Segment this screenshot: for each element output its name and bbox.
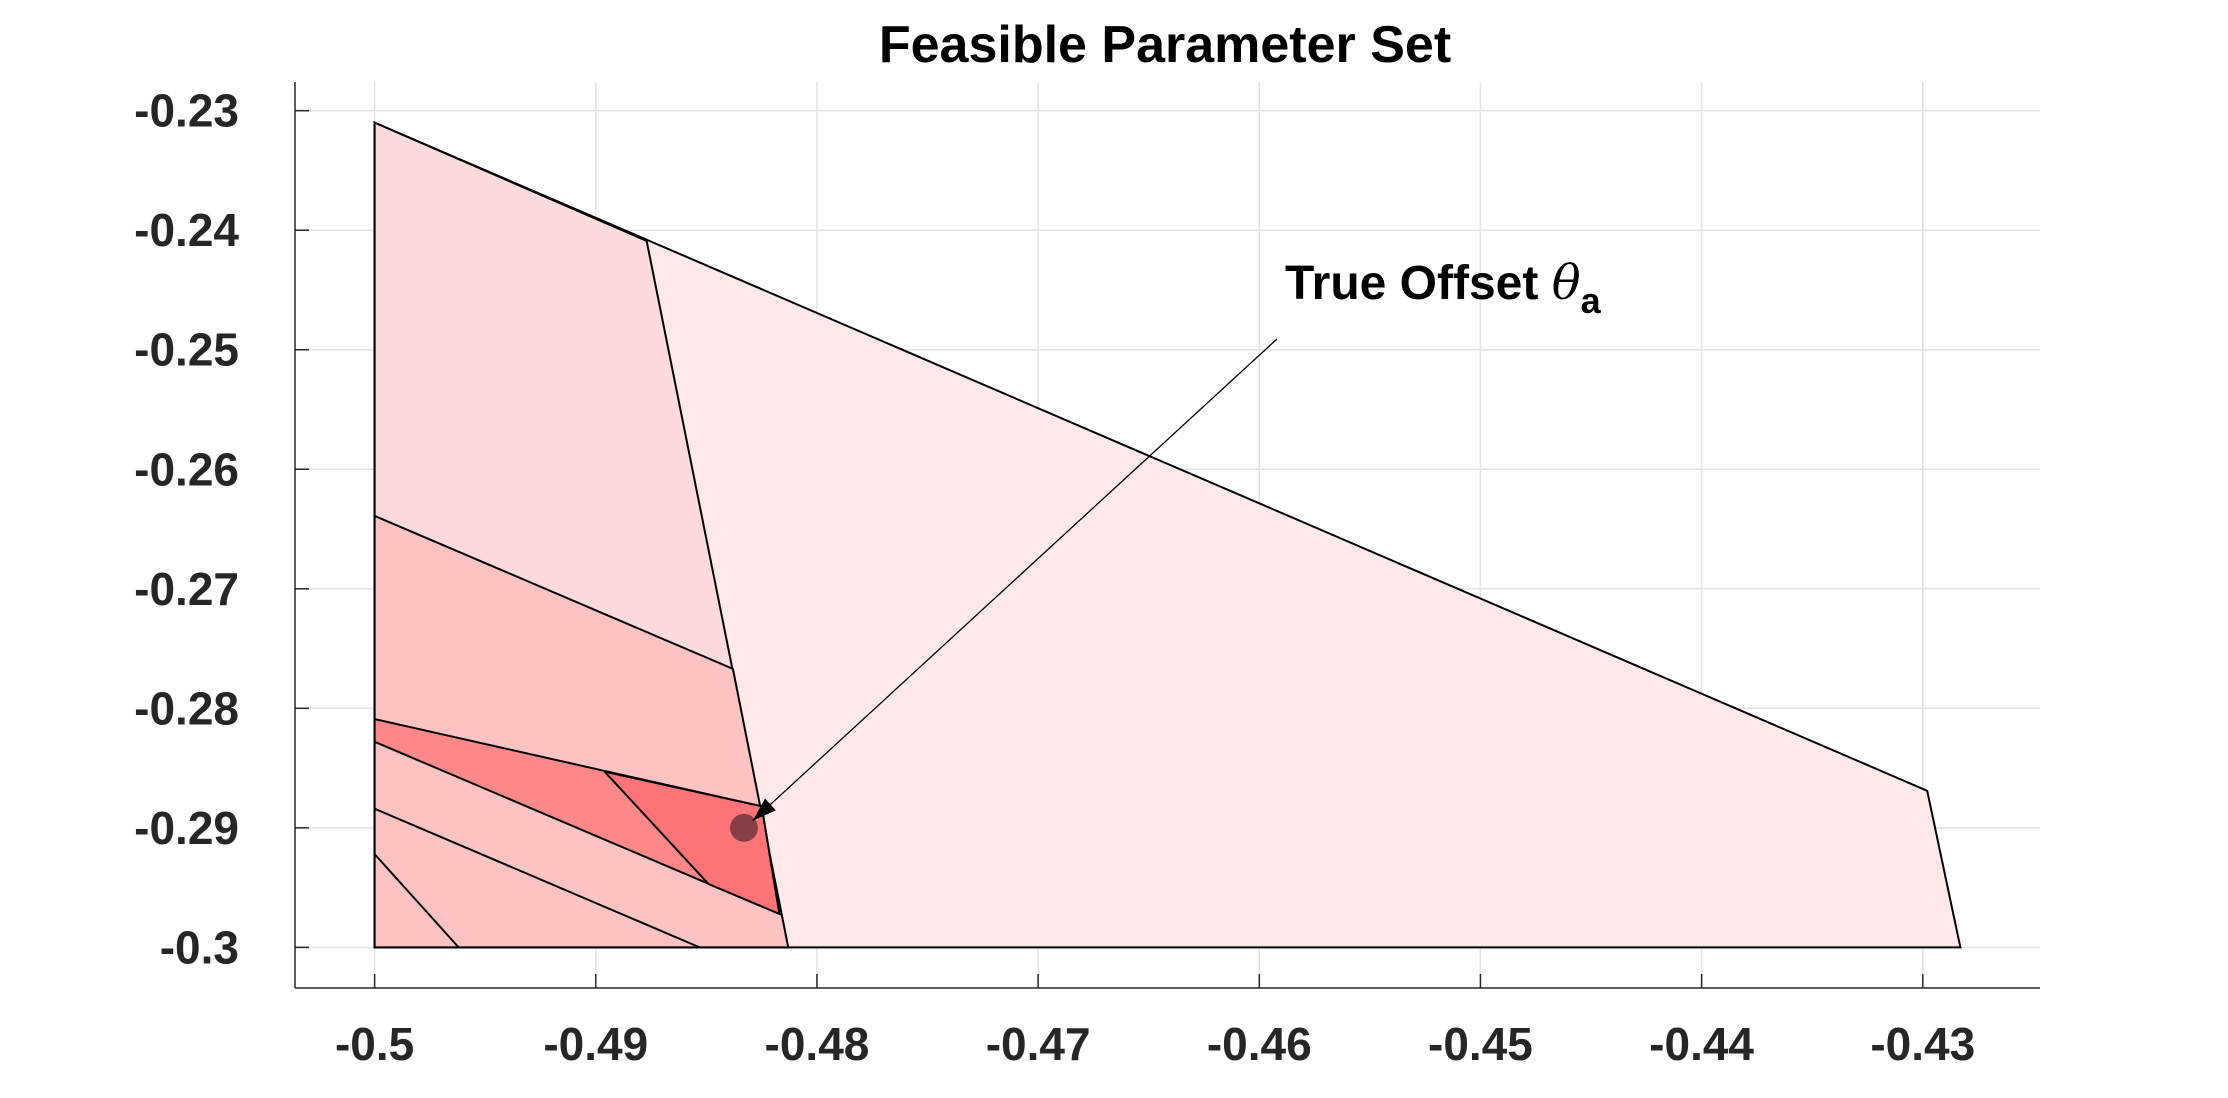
y-tick-labels: -0.23 -0.24 -0.25 -0.26 -0.27 -0.28 -0.29 -0.3 [134,85,239,974]
x-tick-label-3: -0.47 [986,1018,1091,1070]
x-tick-labels: -0.5 -0.49 -0.48 -0.47 -0.46 -0.45 -0.44 -0.43 [335,1018,1975,1070]
axes [294,82,2040,989]
x-tick-label-4: -0.46 [1207,1018,1312,1070]
annotation-arrow-line [752,338,1278,822]
x-tick-label-7: -0.43 [1870,1018,1975,1070]
feasible-regions [373,121,1962,949]
segment-0 [374,807,701,949]
data-points [729,813,758,842]
y-tick-label-0: -0.23 [134,85,239,137]
annotation-label: True Offset θa [1285,255,1602,321]
true-offset-point-0 [729,813,758,842]
x-tick-label-6: -0.44 [1649,1018,1754,1070]
y-tick-label-7: -0.3 [160,921,239,973]
boundary-segments [373,807,701,949]
chart-title: Feasible Parameter Set [879,16,1451,74]
region-4 [601,769,781,916]
true-offset-annotation: True Offset θa [752,255,1602,822]
y-tick-label-6: -0.29 [134,802,239,854]
annotation-text: True Offset [1285,257,1552,310]
y-tick-label-4: -0.27 [134,563,239,615]
annotation-arrowhead [752,798,776,821]
y-tick-label-3: -0.26 [134,443,239,495]
x-tick-label-2: -0.48 [765,1018,870,1070]
annotation-subscript: a [1581,280,1602,321]
y-tick-label-2: -0.25 [134,324,239,376]
y-tick-label-1: -0.24 [134,204,239,256]
annotation-theta-symbol: θ [1552,255,1581,311]
segment-1 [373,853,460,949]
x-tick-label-1: -0.49 [543,1018,648,1070]
x-tick-label-0: -0.5 [335,1018,414,1070]
y-tick-label-5: -0.28 [134,682,239,734]
x-tick-label-5: -0.45 [1428,1018,1533,1070]
